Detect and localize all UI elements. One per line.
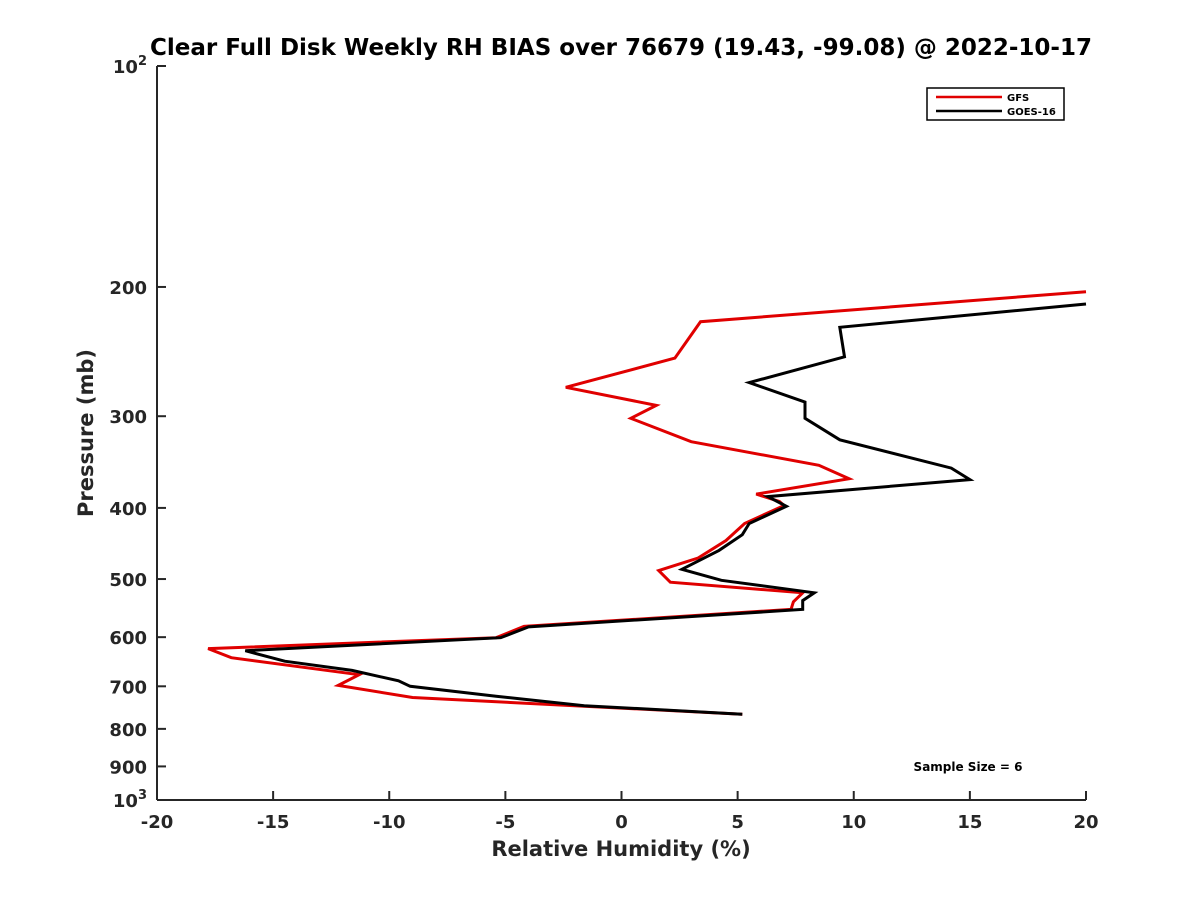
- y-tick-label: 900: [109, 757, 147, 778]
- series-line-gfs: [207, 290, 1087, 716]
- y-tick-label: 500: [109, 570, 147, 591]
- legend: GFS GOES-16: [926, 87, 1065, 121]
- x-tick-label: 5: [731, 812, 744, 833]
- x-tick-label: 0: [615, 812, 628, 833]
- y-tick-label: 700: [109, 677, 147, 698]
- y-tick-label: 102: [113, 54, 147, 78]
- x-tick-label: -5: [495, 812, 515, 833]
- x-tick-label: -15: [257, 812, 290, 833]
- axes: -20 -15 -10 -5 0 5 10 15 20 102 200 300 400 500 600 700…: [109, 54, 1098, 833]
- y-tick-label: 800: [109, 720, 147, 741]
- legend-label-gfs: GFS: [1007, 93, 1029, 104]
- series-line-goes16: [244, 302, 1087, 716]
- y-tick-label: 200: [109, 278, 147, 299]
- y-axis-label: Pressure (mb): [74, 349, 98, 517]
- y-tick-label: 600: [109, 628, 147, 649]
- sample-size-annotation: Sample Size = 6: [914, 760, 1023, 774]
- legend-label-goes16: GOES-16: [1007, 107, 1056, 118]
- x-axis-label: Relative Humidity (%): [491, 837, 750, 861]
- y-tick-label: 300: [109, 407, 147, 428]
- y-tick-label: 103: [113, 788, 147, 812]
- x-tick-label: 15: [957, 812, 982, 833]
- series-layer: [207, 290, 1087, 716]
- x-tick-label: 10: [841, 812, 866, 833]
- x-tick-label: -10: [373, 812, 406, 833]
- legend-box: [926, 87, 1065, 121]
- y-tick-label: 400: [109, 499, 147, 520]
- x-tick-label: 20: [1073, 812, 1098, 833]
- x-tick-label: -20: [141, 812, 174, 833]
- chart-title: Clear Full Disk Weekly RH BIAS over 7667…: [150, 35, 1092, 61]
